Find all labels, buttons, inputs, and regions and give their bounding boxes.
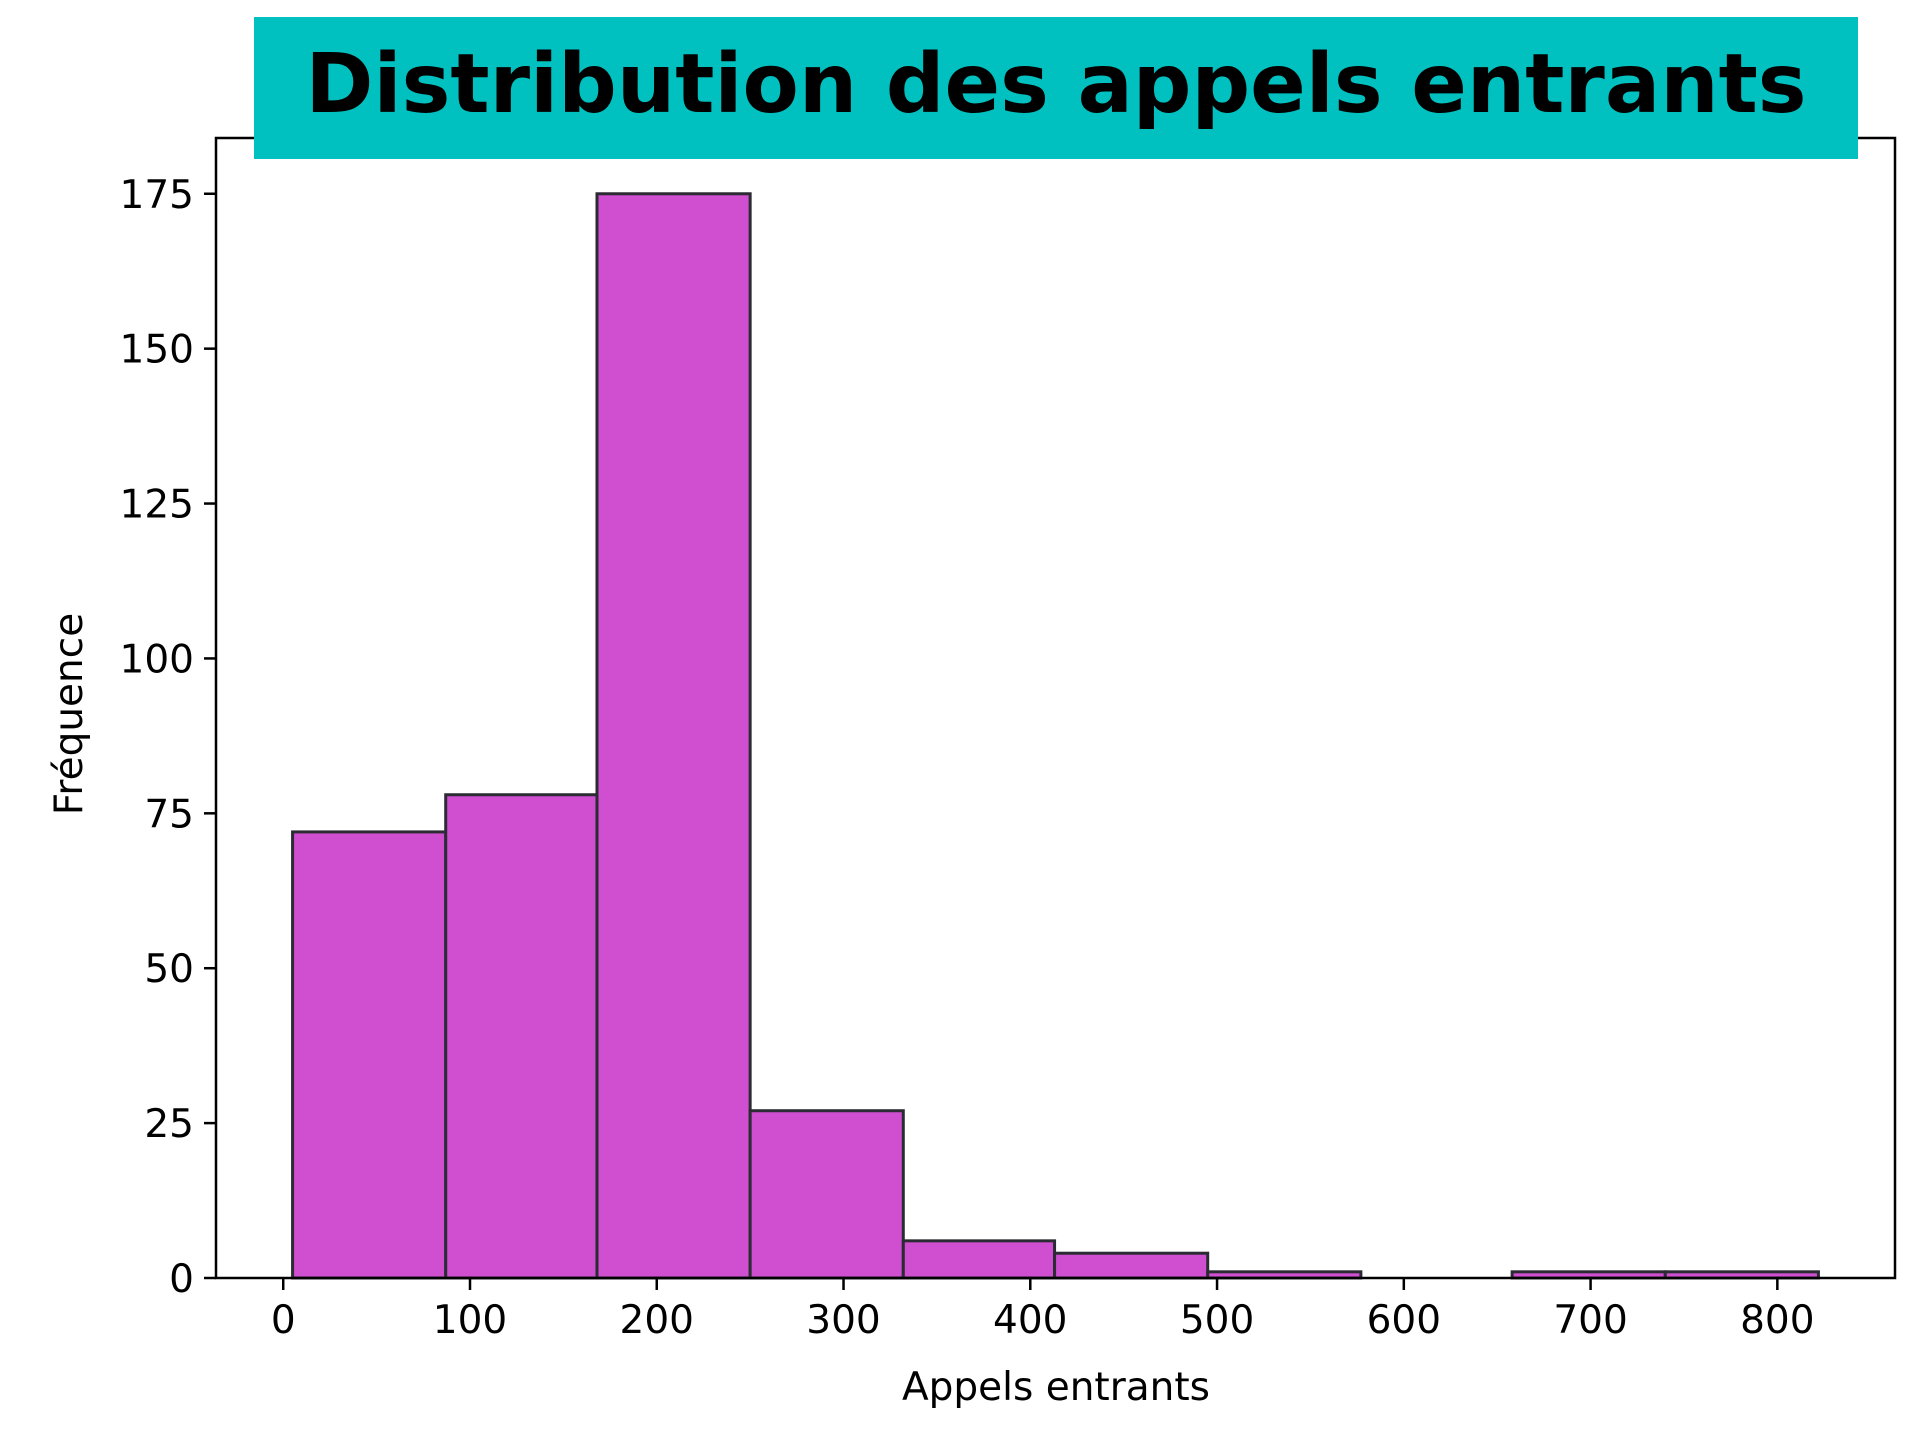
histogram-bar-1 [291,830,448,1280]
histogram-bar-6 [1053,1251,1210,1280]
y-tick-label: 0 [169,1257,194,1302]
x-axis-label: Appels entrants [902,1365,1210,1410]
y-tick-label: 150 [120,328,194,373]
title-background [254,17,1858,159]
x-tick-label: 600 [1367,1298,1441,1343]
y-tick-label: 25 [144,1102,194,1147]
x-tick-label: 200 [620,1298,694,1343]
histogram-bar-2 [444,793,599,1280]
histogram-bar-3 [595,192,752,1280]
histogram-bar-4 [748,1109,905,1280]
x-tick-label: 500 [1180,1298,1254,1343]
bars-group [291,192,1820,1280]
histogram-bar-5 [901,1239,1057,1280]
x-tick-label: 400 [993,1298,1067,1343]
x-tick-label: 100 [433,1298,507,1343]
y-tick-label: 125 [120,483,194,528]
x-tick-label: 0 [271,1298,296,1343]
y-tick-label: 50 [144,947,194,992]
x-tick-label: 800 [1740,1298,1814,1343]
x-tick-label: 700 [1553,1298,1627,1343]
x-tick-label: 300 [806,1298,880,1343]
x-axis: 0 100 200 300 400 500 600 700 800 [271,1278,1815,1343]
y-tick-label: 75 [144,792,194,837]
y-tick-label: 100 [120,637,194,682]
chart-title: Distribution des appels entrants [305,37,1806,132]
y-tick-label: 175 [120,173,194,218]
y-axis-label: Fréquence [47,613,92,815]
y-axis: 0 25 50 75 100 125 150 175 [120,173,216,1302]
